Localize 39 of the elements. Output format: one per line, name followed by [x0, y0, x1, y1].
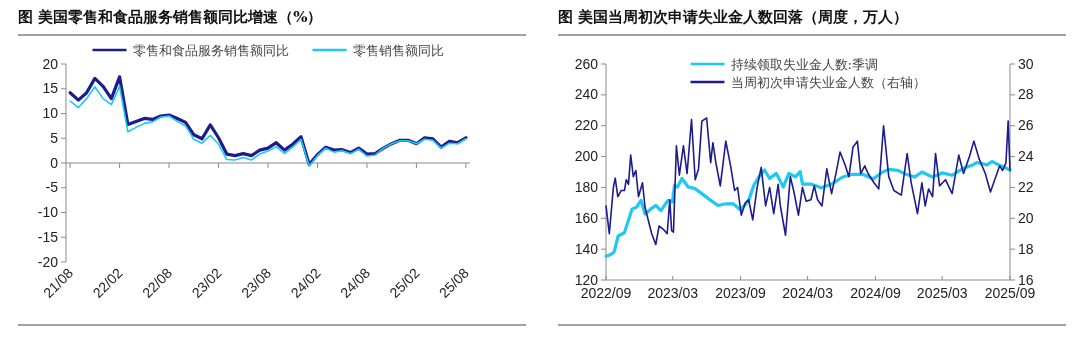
- y-tick-label: 240: [574, 86, 599, 103]
- x-tick-label: 2022/09: [580, 285, 632, 301]
- y2-tick-label: 28: [1018, 86, 1034, 103]
- y-tick-label: 260: [574, 55, 599, 72]
- x-tick-label: 2024/03: [782, 285, 834, 301]
- y-tick-label: -10: [37, 204, 59, 220]
- y2-tick-label: 20: [1018, 209, 1034, 226]
- y-tick-label: 160: [574, 209, 599, 226]
- y-tick-label: 0: [50, 154, 59, 171]
- y-tick-label: -5: [45, 179, 59, 196]
- y2-tick-label: 26: [1018, 117, 1034, 134]
- x-tick-label: 2025/03: [916, 285, 968, 301]
- y-tick-label: 15: [42, 80, 59, 97]
- y-tick-label: 220: [574, 117, 599, 134]
- y-tick-label: 120: [574, 271, 599, 288]
- y2-tick-label: 16: [1018, 271, 1034, 288]
- y-tick-label: 10: [42, 105, 59, 121]
- y-tick-label: 180: [574, 178, 599, 195]
- y2-tick-label: 22: [1018, 178, 1034, 195]
- y-tick-label: 20: [42, 55, 59, 72]
- y-tick-label: 140: [574, 240, 599, 257]
- x-tick-label: 2023/09: [715, 285, 767, 301]
- legend-label: 持续领取失业金人数:季调: [730, 56, 878, 72]
- y-tick-label: -20: [37, 253, 59, 270]
- x-tick-label: 2025/09: [984, 285, 1036, 301]
- y2-tick-label: 18: [1018, 240, 1034, 257]
- y-tick-label: 200: [574, 148, 599, 165]
- chart-title: 图 美国当周初次申请失业金人数回落（周度，万人）: [558, 8, 909, 26]
- y2-tick-label: 30: [1018, 55, 1034, 72]
- y-tick-label: 5: [50, 129, 59, 146]
- chart-title: 图 美国零售和食品服务销售额同比增速（%）: [18, 8, 323, 26]
- y2-tick-label: 24: [1018, 148, 1034, 165]
- line-series: [605, 117, 1011, 246]
- y-tick-label: -15: [37, 228, 59, 245]
- x-tick-label: 2023/03: [647, 285, 699, 301]
- x-tick-label: 2024/09: [850, 285, 901, 301]
- legend-label: 零售和食品服务销售额同比: [132, 42, 289, 58]
- legend-label: 当周初次申请失业金人数（右轴）: [730, 74, 926, 90]
- legend-label: 零售销售额同比: [352, 42, 444, 58]
